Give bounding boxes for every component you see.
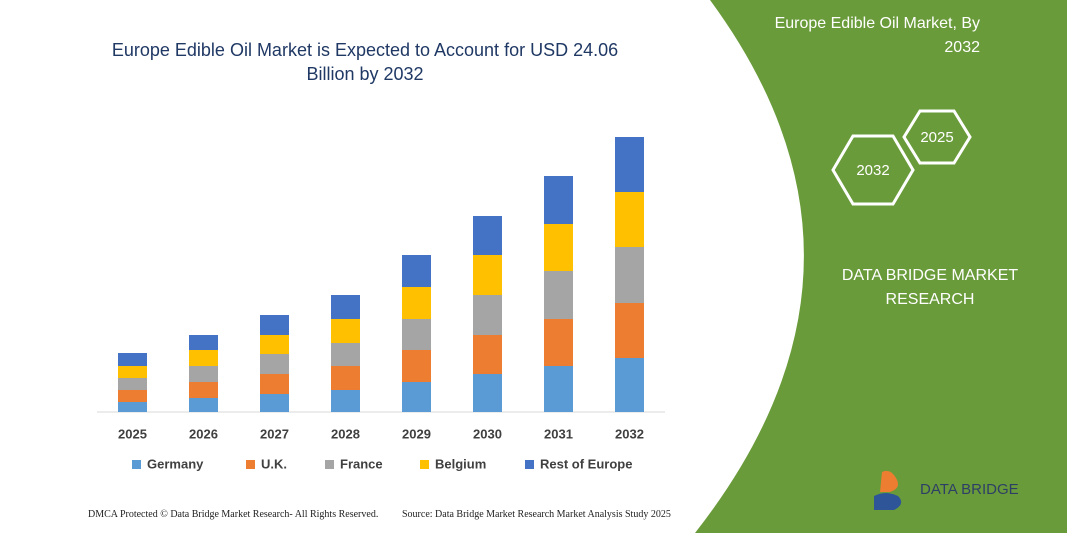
hexagon: [831, 134, 915, 206]
bar-segment: [118, 390, 147, 402]
footer-left: DMCA Protected © Data Bridge Market Rese…: [88, 509, 379, 520]
bar-segment: [473, 255, 502, 295]
logo-text: DATA BRIDGE: [920, 481, 1019, 498]
bar-segment: [118, 402, 147, 412]
bar-segment: [615, 137, 644, 192]
bar-segment: [331, 343, 360, 366]
footer-right: Source: Data Bridge Market Research Mark…: [402, 509, 671, 520]
x-tick-label: 2032: [615, 426, 644, 441]
legend-swatch: [246, 460, 255, 469]
bar-segment: [260, 374, 289, 394]
bar-segment: [189, 398, 218, 412]
legend-label: Rest of Europe: [540, 456, 632, 471]
bar-segment: [260, 394, 289, 412]
logo-icon: [880, 470, 898, 492]
x-tick-label: 2028: [331, 426, 360, 441]
bar-segment: [544, 271, 573, 319]
bar-segment: [402, 350, 431, 382]
x-tick-label: 2029: [402, 426, 431, 441]
legend-swatch: [325, 460, 334, 469]
bar-segment: [118, 378, 147, 390]
bar-segment: [118, 353, 147, 366]
bar-segment: [615, 358, 644, 412]
bar-segment: [331, 319, 360, 343]
chart-title: Europe Edible Oil Market is Expected to …: [111, 40, 619, 84]
green-panel: [695, 0, 1067, 533]
bar-segment: [189, 382, 218, 398]
bar-segment: [473, 374, 502, 412]
logo-icon: [874, 493, 902, 510]
bar-segment: [402, 319, 431, 350]
company-name: DATA BRIDGE MARKET RESEARCH: [841, 267, 1019, 308]
hexagon-label: 2025: [920, 129, 953, 146]
legend-swatch: [132, 460, 141, 469]
bar-segment: [544, 366, 573, 412]
bar-segment: [473, 216, 502, 255]
x-tick-label: 2025: [118, 426, 147, 441]
bar-segment: [260, 354, 289, 374]
x-tick-label: 2031: [544, 426, 573, 441]
bar-segment: [402, 382, 431, 412]
bar-segment: [615, 192, 644, 247]
bar-segment: [544, 319, 573, 366]
legend-label: U.K.: [261, 456, 287, 471]
bar-segment: [473, 335, 502, 374]
x-tick-label: 2030: [473, 426, 502, 441]
bar-segment: [118, 366, 147, 378]
bar-segment: [473, 295, 502, 335]
x-tick-label: 2026: [189, 426, 218, 441]
panel-title: Europe Edible Oil Market, By 2032: [774, 15, 980, 56]
legend-label: France: [340, 456, 383, 471]
hexagon-label: 2032: [856, 162, 889, 179]
bar-segment: [331, 390, 360, 412]
bar-segment: [615, 303, 644, 358]
legend-swatch: [525, 460, 534, 469]
bar-segment: [402, 255, 431, 287]
bar-segment: [189, 350, 218, 366]
x-tick-label: 2027: [260, 426, 289, 441]
bar-segment: [615, 247, 644, 303]
bar-segment: [189, 366, 218, 382]
bar-segment: [402, 287, 431, 319]
hexagon: [902, 109, 972, 165]
bar-segment: [331, 366, 360, 390]
bar-segment: [260, 335, 289, 354]
bar-segment: [189, 335, 218, 350]
legend-label: Belgium: [435, 456, 486, 471]
legend-swatch: [420, 460, 429, 469]
bar-segment: [331, 295, 360, 319]
bar-segment: [260, 315, 289, 335]
legend-label: Germany: [147, 456, 204, 471]
bar-segment: [544, 224, 573, 271]
bar-segment: [544, 176, 573, 224]
